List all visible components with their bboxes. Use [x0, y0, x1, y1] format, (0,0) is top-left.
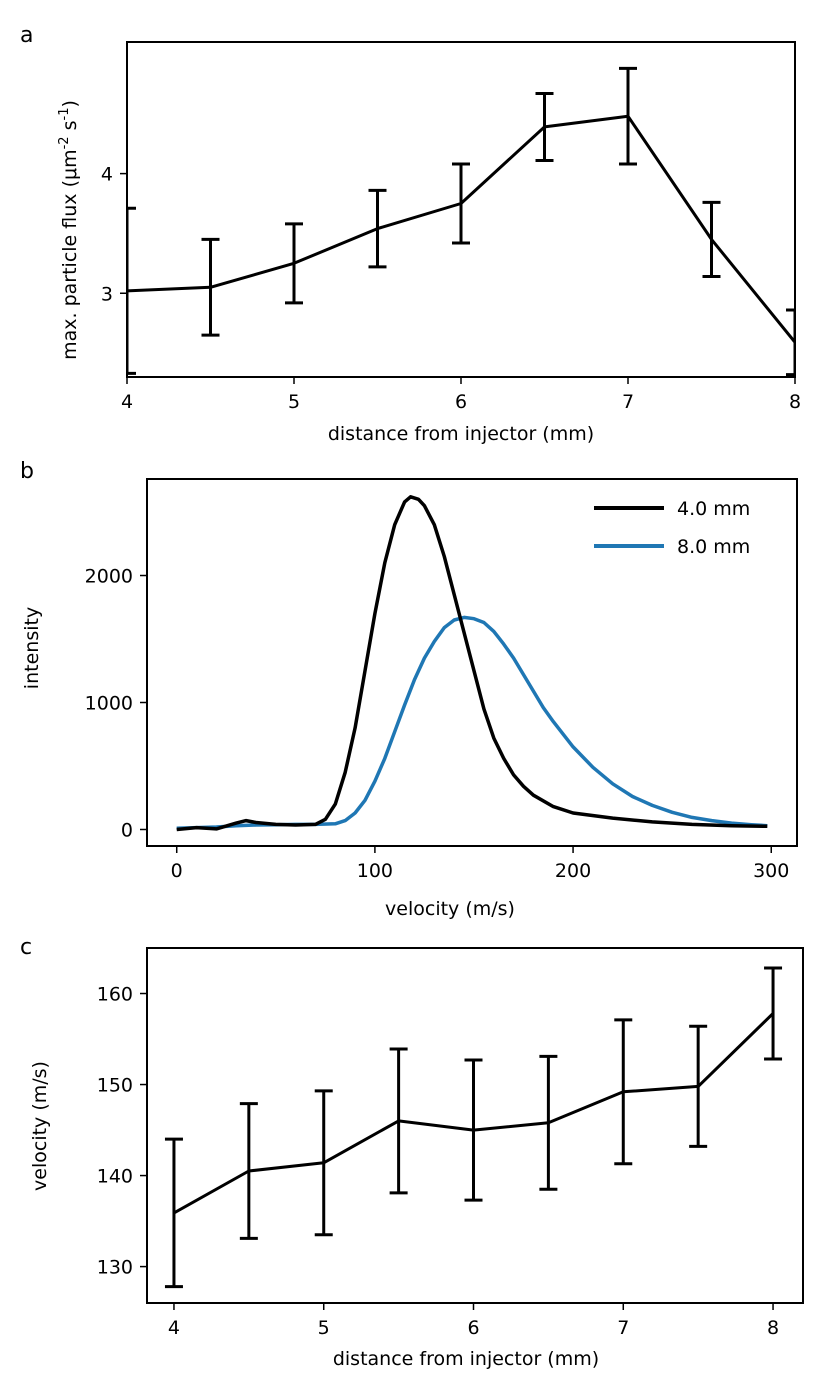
panel-a-xtick-label: 7: [622, 391, 634, 413]
panel-b-xtick-label: 300: [753, 860, 789, 882]
panel-b-ytick-label: 0: [121, 819, 133, 841]
panel-b-ylabel: intensity: [21, 607, 43, 689]
panel-a-ylabel-sup2: -1: [57, 108, 72, 121]
panel-b-ytick-label: 2000: [85, 566, 133, 588]
panel-c-marks: 4 5 6 7 8 130 140 150 160: [97, 968, 782, 1339]
panel-b-xtick-label: 0: [171, 860, 183, 882]
panel-b-legend: 4.0 mm 8.0 mm: [594, 498, 750, 558]
panel-a-xtick-label: 6: [455, 391, 467, 413]
panel-a-plot-area: [118, 68, 804, 374]
panel-b-letter: b: [20, 459, 34, 484]
panel-b-ytick-label: 1000: [85, 693, 133, 715]
panel-a-xlabel: distance from injector (mm): [328, 423, 594, 445]
panel-a: a 4 5 6 7 8 3 4 distance from injector (mm) ma…: [20, 23, 804, 445]
panel-c-ytick-label: 140: [97, 1166, 133, 1188]
legend-label-8mm: 8.0 mm: [677, 536, 750, 558]
panel-b-xtick-label: 100: [357, 860, 393, 882]
panel-c: c 4 5 6 7 8 130 140 150 160 distance from inject…: [20, 935, 803, 1370]
panel-a-ylabel: max. particle flux (μm-2 s-1): [57, 100, 81, 360]
panel-a-ytick-label: 4: [101, 164, 113, 186]
panel-c-ytick-label: 150: [97, 1075, 133, 1097]
panel-b-xlabel: velocity (m/s): [385, 898, 515, 920]
panel-a-ylabel-main: max. particle flux (μm: [59, 149, 81, 359]
panel-a-ylabel-mid: s: [59, 120, 81, 136]
panel-c-xtick-label: 7: [617, 1317, 629, 1339]
panel-a-ylabel-sup1: -2: [57, 136, 72, 149]
panel-b-xtick-label: 200: [555, 860, 591, 882]
panel-c-ylabel: velocity (m/s): [29, 1061, 51, 1191]
panel-a-ylabel-end: ): [59, 100, 81, 107]
panel-c-ytick-label: 160: [97, 984, 133, 1006]
panel-c-xtick-label: 5: [318, 1317, 330, 1339]
panel-a-marks: 4 5 6 7 8 3 4: [101, 68, 804, 413]
panel-c-xtick-label: 4: [168, 1317, 180, 1339]
panel-c-ytick-label: 130: [97, 1257, 133, 1279]
panel-c-xtick-label: 6: [467, 1317, 479, 1339]
legend-label-4mm: 4.0 mm: [677, 498, 750, 520]
panel-a-ytick-label: 3: [101, 283, 113, 305]
panel-a-xtick-label: 8: [789, 391, 801, 413]
panel-c-xlabel: distance from injector (mm): [333, 1348, 599, 1370]
panel-a-letter: a: [20, 23, 33, 48]
panel-a-xtick-label: 4: [121, 391, 133, 413]
panel-c-letter: c: [20, 935, 32, 960]
panel-a-xtick-label: 5: [288, 391, 300, 413]
panel-b: b 0 100 200 300 0 1000 2000 velocity (m/s) int…: [20, 459, 797, 920]
panel-c-xtick-label: 8: [767, 1317, 779, 1339]
panel-b-series-8mm: [177, 617, 768, 828]
